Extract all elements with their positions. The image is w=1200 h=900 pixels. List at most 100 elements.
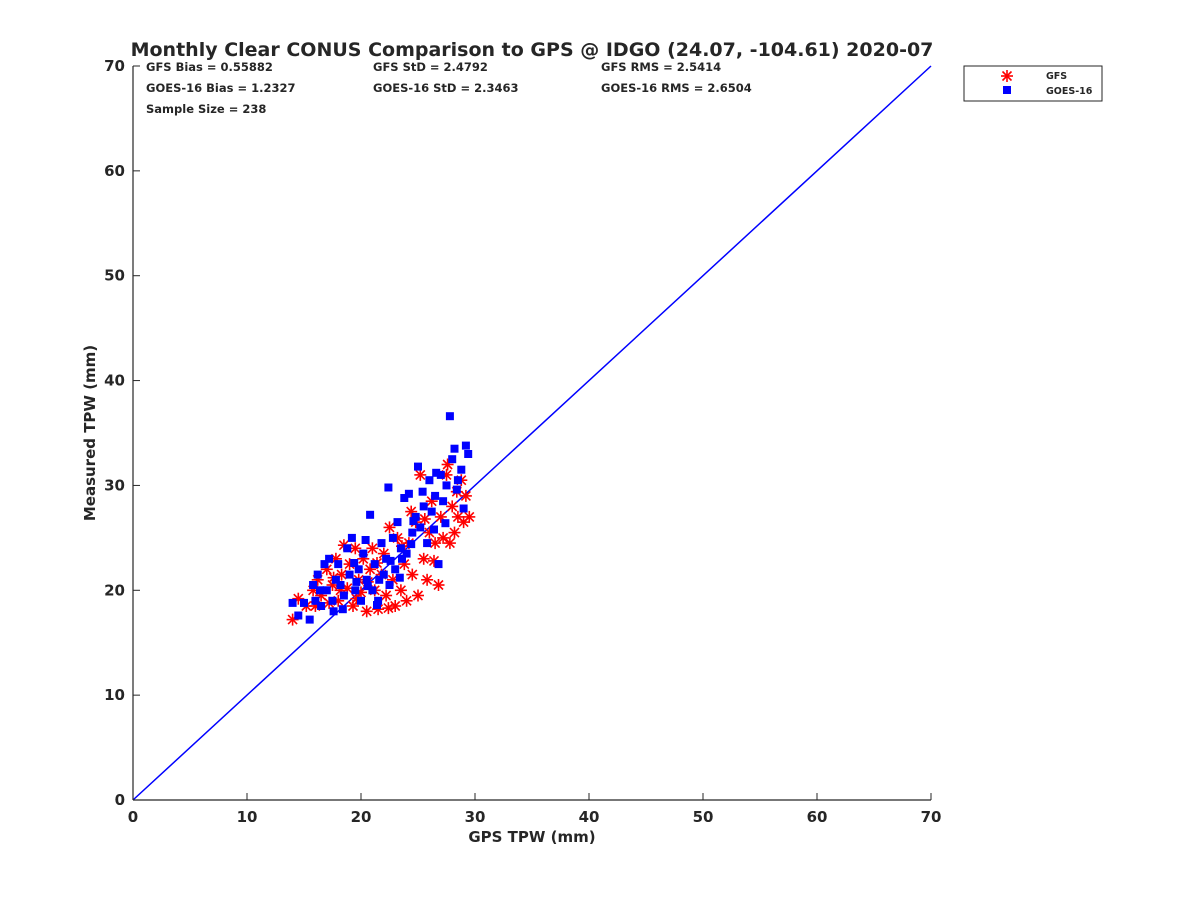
goes16-point	[328, 596, 337, 605]
goes16-point	[448, 455, 457, 464]
goes16-point	[423, 539, 432, 548]
gfs-point	[360, 605, 373, 618]
goes16-point	[366, 510, 375, 519]
y-tick-label: 30	[104, 476, 125, 494]
gfs-point	[366, 542, 379, 555]
goes16-point	[357, 596, 365, 605]
stat-gfs-bias: GFS Bias = 0.55882	[146, 60, 273, 74]
goes16-point	[382, 554, 391, 563]
goes16-point	[386, 556, 395, 565]
goes16-point	[431, 491, 440, 500]
goes16-point	[414, 462, 422, 471]
gfs-point	[400, 594, 413, 607]
goes16-point	[347, 533, 356, 542]
goes16-point	[384, 483, 393, 492]
x-tick-label: 70	[921, 808, 942, 826]
goes16-point	[379, 570, 388, 579]
gfs-point	[459, 489, 472, 502]
gfs-point	[421, 573, 434, 586]
goes16-point	[374, 596, 383, 605]
goes16-point	[351, 586, 360, 595]
legend-gfs-label: GFS	[1046, 71, 1067, 82]
goes16-point	[350, 559, 359, 567]
gfs-point	[382, 602, 395, 615]
y-tick-label: 10	[104, 686, 125, 704]
gfs-point	[443, 537, 456, 550]
goes16-point	[325, 554, 334, 563]
goes16-point	[373, 601, 381, 609]
gfs-point	[414, 468, 427, 481]
gfs-point	[406, 568, 419, 581]
reference-line	[132, 65, 932, 801]
goes16-point	[430, 525, 438, 534]
goes16-point	[425, 476, 434, 485]
x-tick-label: 30	[465, 808, 486, 826]
goes16-point	[288, 598, 297, 607]
x-axis-label: GPS TPW (mm)	[468, 828, 595, 846]
chart-title: Monthly Clear CONUS Comparison to GPS @ …	[131, 39, 934, 61]
stat-goes-rms: GOES-16 RMS = 2.6504	[601, 81, 752, 95]
goes16-point	[457, 465, 466, 474]
x-tick-label: 0	[128, 808, 138, 826]
legend: GFS GOES-16	[963, 65, 1103, 102]
goes16-point	[432, 468, 441, 477]
stats-block: GFS Bias = 0.55882 GFS StD = 2.4792 GFS …	[146, 60, 752, 116]
goes16-point	[375, 575, 384, 584]
goes16-point	[434, 560, 443, 569]
goes16-point	[316, 586, 324, 595]
gfs-point	[380, 589, 393, 602]
goes16-point	[352, 577, 361, 586]
goes16-point	[354, 565, 363, 574]
y-tick-label: 0	[115, 791, 125, 809]
gfs-point	[412, 589, 424, 602]
goes16-point	[419, 502, 428, 511]
goes16-point	[436, 470, 445, 479]
goes16-point	[322, 586, 331, 595]
x-axis-ticks: 0 10 20 30 40 50 60 70	[128, 793, 942, 826]
goes16-point	[345, 570, 354, 579]
stat-sample-size: Sample Size = 238	[146, 102, 266, 116]
goes16-point	[439, 497, 448, 506]
goes16-point	[409, 517, 418, 526]
y-tick-label: 40	[104, 372, 125, 390]
goes16-point	[338, 605, 347, 614]
x-tick-label: 50	[693, 808, 714, 826]
stat-gfs-rms: GFS RMS = 2.5414	[601, 60, 721, 74]
y-tick-label: 60	[104, 162, 125, 180]
chart-marks	[132, 65, 932, 801]
gfs-point	[383, 521, 396, 534]
goes16-point	[453, 476, 462, 485]
legend-box	[963, 65, 1103, 102]
y-axis-label: Measured TPW (mm)	[81, 345, 99, 521]
goes16-point	[427, 507, 436, 516]
goes16-point	[441, 519, 450, 528]
goes16-point	[452, 485, 461, 494]
goes16-point	[313, 570, 322, 579]
goes16-point	[411, 512, 420, 521]
goes16-point	[370, 560, 379, 569]
goes16-point	[320, 560, 329, 569]
goes16-point	[388, 533, 397, 542]
goes16-point	[343, 544, 352, 553]
y-tick-label: 20	[104, 581, 125, 599]
x-tick-label: 10	[237, 808, 258, 826]
y-tick-label: 70	[104, 57, 125, 75]
goes16-point	[391, 565, 400, 574]
gfs-point	[432, 579, 445, 591]
goes16-point	[461, 441, 470, 450]
goes16-point	[442, 481, 451, 490]
goes16-point	[385, 581, 394, 589]
goes16-point	[464, 450, 473, 458]
goes16-point	[393, 518, 402, 527]
goes16-point	[309, 581, 318, 589]
goes16-point	[407, 540, 416, 549]
goes16-point	[317, 602, 326, 610]
y-axis-ticks: 0 10 20 30 40 50 60 70	[104, 57, 140, 809]
goes16-point	[396, 544, 405, 553]
goes16-point	[300, 598, 308, 607]
legend-gfs-marker	[1001, 70, 1013, 82]
goes16-point	[334, 560, 343, 569]
goes16-point	[445, 412, 454, 421]
goes16-point	[339, 591, 348, 600]
